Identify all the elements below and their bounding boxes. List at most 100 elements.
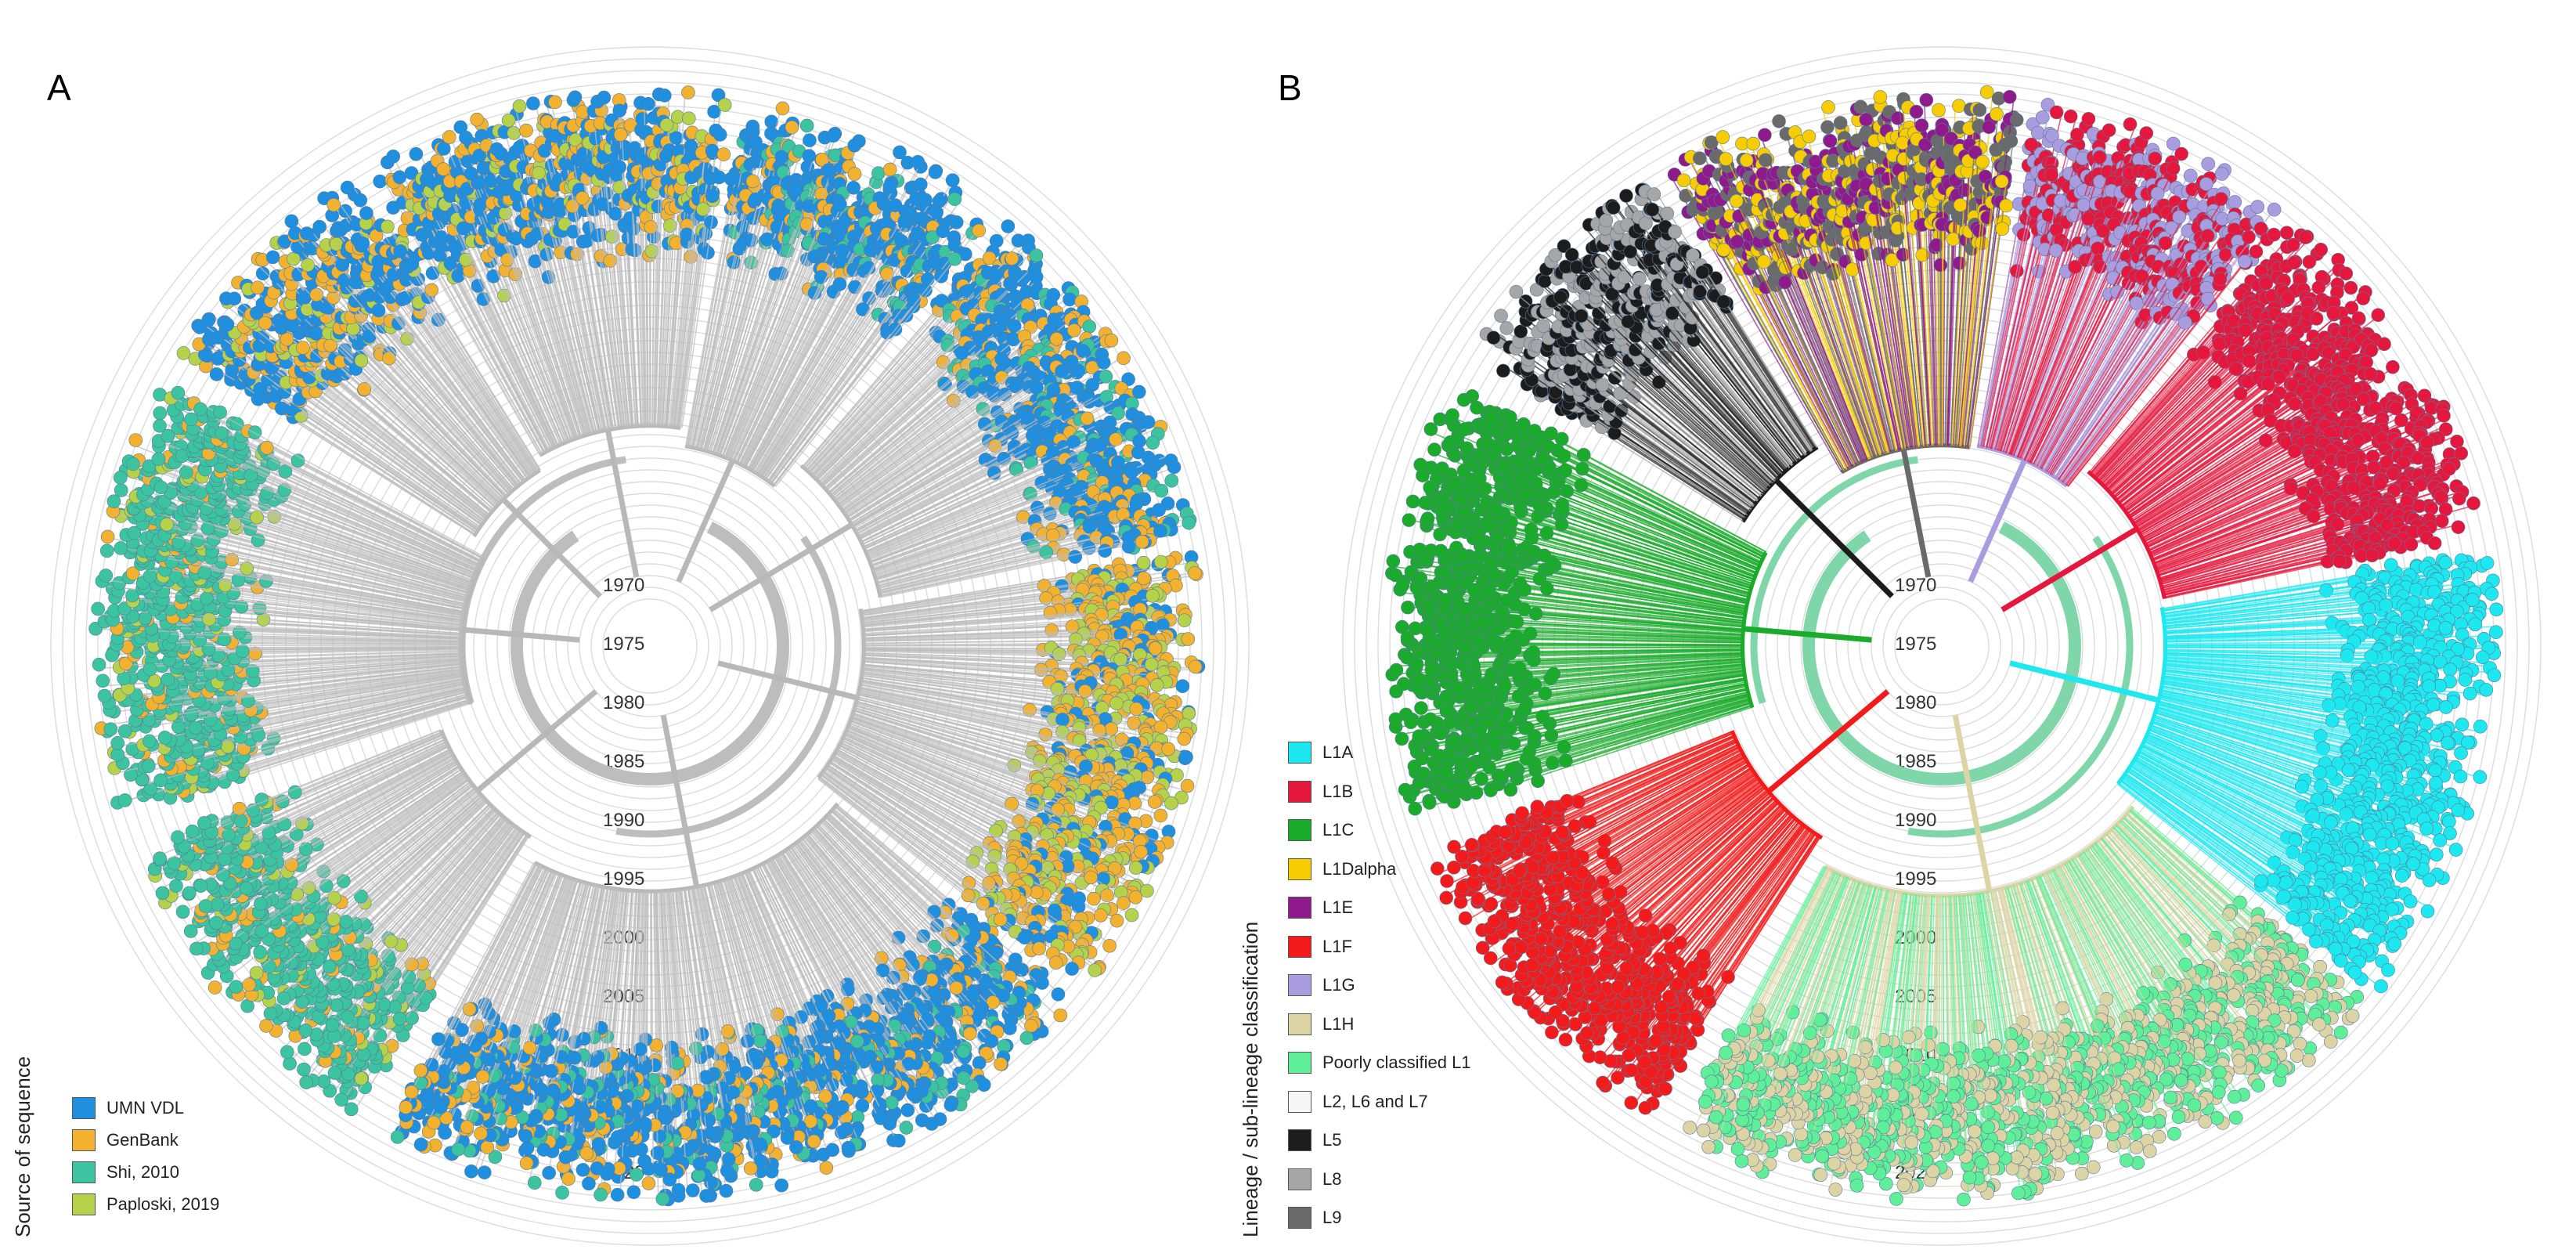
tree-branch — [660, 714, 700, 887]
tree-tip — [1048, 903, 1062, 918]
tree-tip — [947, 192, 962, 206]
tree-tip — [1167, 460, 1182, 475]
tree-tip — [210, 897, 225, 912]
tree-tip — [1124, 908, 1139, 923]
tree-tip — [477, 1165, 492, 1179]
tree-tip — [1100, 888, 1114, 903]
tree-tip — [780, 1131, 795, 1145]
tree-tip — [626, 1185, 641, 1200]
tree-tip — [1080, 411, 1095, 426]
tree-leaf-branch — [684, 173, 735, 446]
tree-tip — [1096, 356, 1111, 370]
tree-tip — [803, 1099, 818, 1114]
time-ring — [62, 58, 1238, 1234]
tree-tip — [949, 980, 964, 995]
tree-tip — [956, 1044, 971, 1059]
tree-tip — [1182, 515, 1196, 530]
tree-tip — [1149, 678, 1164, 692]
tree-tip — [276, 991, 291, 1006]
tree-tip — [519, 1156, 534, 1171]
tree-tip — [1135, 534, 1149, 549]
tree-tip — [325, 1018, 340, 1032]
tree-tip — [1055, 713, 1070, 727]
tree-tip — [1180, 778, 1195, 793]
tree-tip — [976, 1078, 991, 1092]
tree-tip — [850, 1034, 864, 1049]
tree-leaf-branch — [716, 139, 830, 455]
time-ring — [50, 46, 1250, 1246]
tree-tip — [1164, 473, 1179, 488]
tree-tip — [1147, 795, 1162, 809]
tree-tip — [334, 1092, 349, 1107]
tree-tip — [155, 886, 170, 901]
phylogenetic-tree-a: 1970197519801985199019952000200520102015… — [50, 46, 1250, 1246]
tree-tip — [1145, 435, 1160, 450]
tree-tip — [927, 939, 942, 954]
tree-tip — [1161, 742, 1176, 756]
tree-tip — [1140, 883, 1154, 898]
tree-tip — [963, 1027, 977, 1041]
tree-tip — [893, 145, 907, 160]
tree-tip — [911, 154, 925, 169]
tree-tip — [654, 1162, 668, 1177]
time-ring — [74, 70, 1226, 1222]
tree-tip — [399, 1100, 413, 1114]
tree-tip — [945, 173, 960, 187]
tree-tip — [936, 224, 950, 239]
tree-tip — [833, 197, 847, 212]
tree-tip — [994, 1056, 1008, 1071]
tree-tip — [575, 1163, 590, 1177]
tree-tip — [1109, 913, 1124, 928]
tree-tip — [392, 1012, 407, 1026]
tree-tip — [1049, 332, 1064, 346]
tree-tip — [655, 1192, 670, 1206]
tree-tip — [846, 180, 860, 195]
tree-tip — [841, 1140, 856, 1155]
tree-tip — [419, 991, 433, 1005]
tree-tip — [527, 1175, 542, 1190]
tree-tip — [1024, 1019, 1038, 1033]
tree-tip — [874, 1111, 888, 1125]
tree-tip — [918, 193, 933, 208]
tree-tip — [1153, 524, 1167, 538]
tree-tip — [1051, 987, 1066, 1002]
tree-tip — [480, 1140, 495, 1154]
tree-tip — [1164, 796, 1178, 811]
tree-leaf-branch — [706, 205, 780, 452]
tree-tip — [799, 118, 814, 133]
tree-tip — [1099, 369, 1113, 384]
tree-tip — [1175, 679, 1190, 694]
tree-tip — [229, 980, 244, 994]
tree-tip — [1177, 613, 1192, 627]
tree-tip — [183, 924, 198, 938]
tree-tip — [774, 1178, 788, 1193]
tree-tip — [413, 1063, 428, 1078]
tree-tip — [1104, 722, 1119, 736]
tree-tip — [1104, 333, 1119, 348]
tree-tip — [558, 1150, 573, 1165]
tree-tip — [542, 1165, 556, 1180]
tree-tip — [1088, 963, 1102, 977]
panel-a-label: A — [47, 67, 71, 108]
tree-tip — [775, 101, 790, 116]
tree-tip — [209, 915, 223, 930]
tree-leaf-branch — [685, 179, 736, 447]
tree-tip — [1098, 543, 1112, 558]
tree-tip — [193, 879, 208, 893]
tree-tip — [882, 179, 897, 194]
tree-tip — [1124, 465, 1139, 479]
tree-tip — [785, 120, 799, 135]
time-ring — [555, 551, 745, 741]
clade-arc — [684, 444, 777, 488]
tree-tip — [1017, 930, 1032, 945]
tree-tip — [207, 980, 222, 995]
tree-tip — [254, 897, 268, 911]
tree-tip — [821, 163, 835, 177]
time-ring — [602, 598, 698, 694]
time-ring — [496, 493, 803, 800]
tree-tip — [1128, 861, 1143, 875]
tree-tip — [913, 177, 928, 192]
tree-tip — [451, 1142, 465, 1157]
tree-tip — [1048, 955, 1063, 970]
